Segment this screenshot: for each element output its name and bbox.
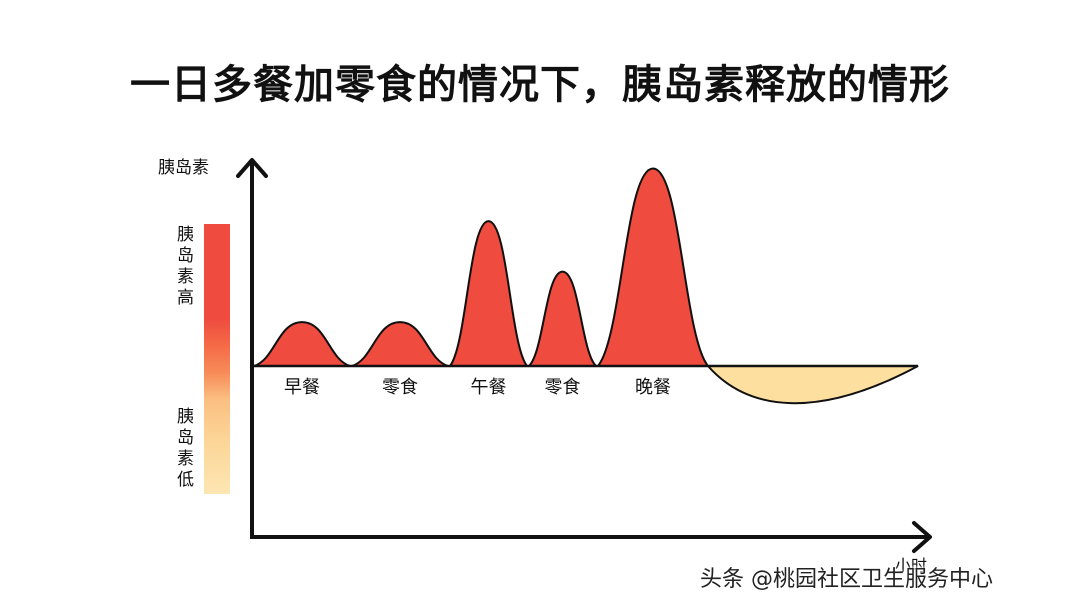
insulin-peaks [253, 167, 711, 367]
meal-label-3: 午餐 [470, 377, 507, 398]
y-axis-label: 胰岛素 [158, 158, 209, 178]
watermark: 头条 @桃园社区卫生服务中心 [700, 567, 993, 592]
insulin-peak-2 [351, 321, 449, 367]
meal-label-2: 零食 [382, 377, 418, 398]
legend-low-label: 胰岛素低 [177, 407, 194, 490]
x-axis-arrowhead [912, 521, 932, 553]
meal-label-4: 零食 [544, 377, 581, 398]
fasting-dip [705, 365, 919, 405]
insulin-level-legend-bar [204, 224, 230, 494]
x-axis-label: 小时 [895, 556, 928, 575]
insulin-peak-3 [447, 220, 530, 367]
insulin-peak-1 [253, 321, 351, 367]
y-axis-arrowhead [236, 158, 268, 178]
page-title: 一日多餐加零食的情况下，胰岛素释放的情形 [130, 62, 950, 108]
meal-label-1: 早餐 [284, 377, 320, 398]
legend-high-label: 胰岛素高 [177, 225, 194, 308]
insulin-peak-4 [526, 270, 599, 367]
insulin-peak-5 [595, 167, 711, 367]
meal-label-5: 晚餐 [635, 377, 671, 398]
